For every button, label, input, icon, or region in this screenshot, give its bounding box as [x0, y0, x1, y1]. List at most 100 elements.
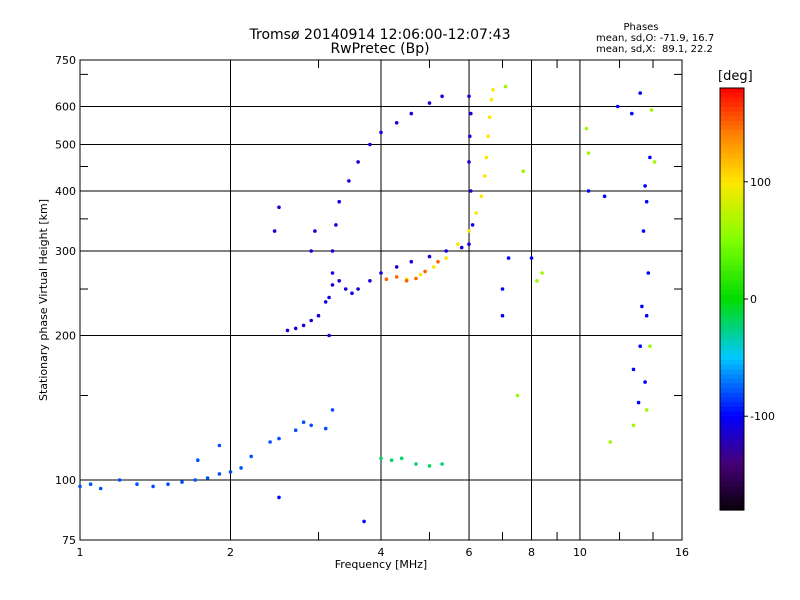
y-tick-label: 75 [62, 534, 76, 547]
data-point [239, 466, 243, 470]
colorbar-segment [720, 223, 744, 230]
colorbar-segment [720, 416, 744, 422]
colorbar-segment [720, 402, 744, 408]
data-point [630, 111, 634, 116]
data-point [285, 328, 290, 333]
data-point [638, 91, 642, 95]
data-point [414, 462, 418, 466]
data-point [409, 111, 414, 116]
data-point [641, 229, 646, 233]
data-point [293, 326, 298, 331]
data-point [487, 115, 492, 119]
data-point [404, 279, 409, 283]
data-point [327, 333, 331, 338]
colorbar-segment [720, 261, 744, 267]
data-point [414, 276, 418, 281]
data-point [151, 484, 155, 489]
data-point [631, 423, 636, 428]
data-point [399, 456, 404, 461]
data-point [277, 436, 281, 441]
data-point [418, 272, 423, 277]
data-point [474, 211, 479, 215]
phases-heading: Phases [623, 22, 659, 33]
colorbar-segment [720, 392, 744, 399]
data-point [608, 440, 613, 444]
colorbar-segment [720, 172, 744, 178]
x-tick-label: 6 [466, 546, 473, 559]
colorbar-segment [720, 247, 744, 253]
data-point [500, 313, 505, 318]
colorbar-segment [720, 374, 744, 380]
data-point [117, 478, 122, 482]
data-point [586, 151, 591, 155]
data-point [489, 97, 494, 102]
data-point [467, 242, 471, 246]
colorbar-segment [720, 425, 744, 431]
data-point [330, 283, 335, 287]
data-point [135, 482, 139, 487]
data-point [309, 249, 314, 253]
colorbar-segment [720, 177, 744, 183]
data-point [301, 323, 306, 328]
data-point [482, 174, 487, 178]
data-point [440, 94, 444, 99]
colorbar-segment [720, 477, 744, 483]
data-point [334, 223, 338, 227]
x-axis-label: Frequency [MHz] [335, 558, 427, 571]
colorbar-segment [720, 449, 744, 455]
data-point [602, 194, 607, 199]
data-point [486, 134, 490, 139]
colorbar-segment [720, 92, 744, 98]
colorbar-segment [720, 411, 744, 417]
colorbar-segment [720, 359, 744, 366]
data-point [277, 205, 281, 210]
colorbar-segment [720, 111, 744, 117]
data-point [484, 155, 489, 160]
data-point [427, 254, 432, 259]
data-point [368, 279, 372, 283]
data-point [652, 160, 657, 164]
colorbar-segment [720, 313, 744, 319]
data-point [638, 344, 642, 349]
data-point [503, 84, 508, 89]
data-point [467, 160, 471, 164]
x-tick-label: 8 [528, 546, 535, 559]
data-point [327, 295, 331, 300]
data-point [500, 287, 505, 291]
data-point [368, 142, 372, 147]
data-point [330, 271, 335, 275]
data-point [540, 271, 544, 275]
data-point [249, 454, 253, 459]
data-point [584, 126, 589, 131]
y-tick-label: 400 [55, 185, 76, 198]
data-point [521, 169, 525, 173]
colorbar-tick-label: 0 [750, 293, 757, 306]
colorbar-segment [720, 505, 744, 511]
data-point [313, 229, 317, 233]
colorbar-segment [720, 486, 744, 492]
data-point [193, 478, 197, 482]
colorbar-segment [720, 378, 744, 384]
colorbar-tick-label: -100 [750, 410, 775, 423]
data-point [648, 155, 652, 160]
data-point [427, 101, 432, 105]
x-tick-label: 16 [675, 546, 689, 559]
colorbar-unit-label: [deg] [718, 69, 753, 84]
data-point [444, 249, 449, 253]
data-point [379, 456, 383, 461]
colorbar-segment [720, 397, 744, 403]
data-point [394, 275, 399, 279]
data-point [468, 134, 472, 139]
colorbar-segment [720, 209, 744, 216]
phases-x-line: mean, sd,X: 89.1, 22.2 [596, 44, 713, 55]
colorbar-segment [720, 388, 744, 394]
colorbar-segment [720, 219, 744, 225]
colorbar-segment [720, 383, 744, 389]
data-point [644, 408, 649, 412]
colorbar-segment [720, 364, 744, 370]
data-point [535, 279, 539, 283]
data-point [323, 300, 328, 304]
data-point [456, 242, 460, 246]
data-point [350, 291, 354, 296]
